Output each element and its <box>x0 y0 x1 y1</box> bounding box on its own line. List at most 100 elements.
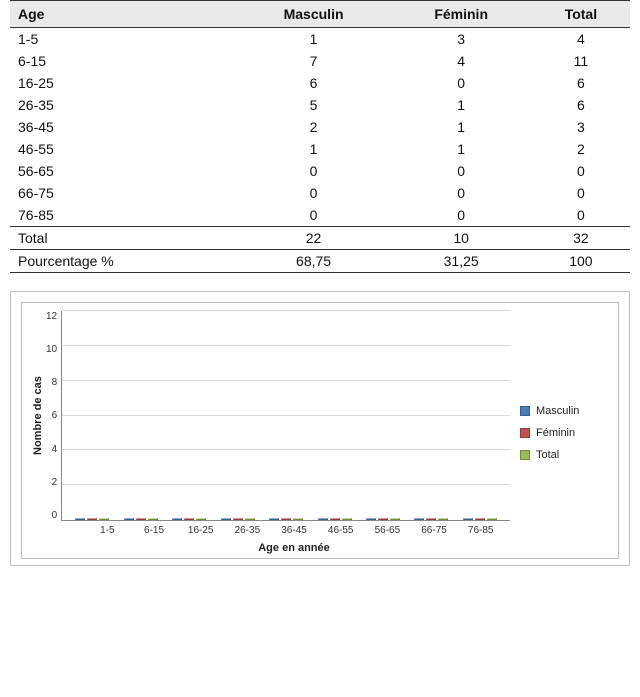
cell-f: 1 <box>391 138 532 160</box>
cell-m: 0 <box>237 182 391 204</box>
bar <box>172 518 182 520</box>
cell-age: 56-65 <box>10 160 237 182</box>
cell-percent-f: 31,25 <box>391 250 532 273</box>
cell-m: 7 <box>237 50 391 72</box>
cell-total: 6 <box>532 94 630 116</box>
bar <box>184 518 194 520</box>
xtick-label: 1-5 <box>84 525 131 536</box>
bar <box>390 518 400 520</box>
cell-f: 0 <box>391 160 532 182</box>
cell-age: 36-45 <box>10 116 237 138</box>
table-total-row: Total221032 <box>10 227 630 250</box>
bar <box>414 518 424 520</box>
col-feminin: Féminin <box>391 1 532 28</box>
bar <box>378 518 388 520</box>
table-row: 6-157411 <box>10 50 630 72</box>
bar <box>136 518 146 520</box>
cell-f: 3 <box>391 28 532 51</box>
bar-group <box>165 518 213 520</box>
bar <box>463 518 473 520</box>
cell-m: 2 <box>237 116 391 138</box>
table-row: 26-35516 <box>10 94 630 116</box>
bar <box>281 518 291 520</box>
ytick-label: 12 <box>46 311 57 322</box>
cell-age: 26-35 <box>10 94 237 116</box>
legend-swatch <box>520 406 530 416</box>
table-row: 36-45213 <box>10 116 630 138</box>
cell-f: 0 <box>391 182 532 204</box>
table-row: 1-5134 <box>10 28 630 51</box>
bar <box>245 518 255 520</box>
cell-age: 46-55 <box>10 138 237 160</box>
ytick-label: 2 <box>46 477 57 488</box>
chart-legend: Masculin Féminin Total <box>520 311 610 554</box>
cell-total: 2 <box>532 138 630 160</box>
ytick-label: 0 <box>46 510 57 521</box>
bar-group <box>213 518 261 520</box>
cell-m: 0 <box>237 160 391 182</box>
bar <box>99 518 109 520</box>
bar <box>293 518 303 520</box>
cell-percent-t: 100 <box>532 250 630 273</box>
ytick-label: 6 <box>46 410 57 421</box>
bar-group <box>262 518 310 520</box>
cell-total-label: Total <box>10 227 237 250</box>
col-age: Age <box>10 1 237 28</box>
legend-item: Masculin <box>520 405 610 417</box>
bar-group <box>359 518 407 520</box>
bar <box>221 518 231 520</box>
bar <box>342 518 352 520</box>
chart-bars <box>62 311 510 520</box>
chart-xlabel: Age en année <box>78 536 510 554</box>
cell-percent-m: 68,75 <box>237 250 391 273</box>
cell-total: 4 <box>532 28 630 51</box>
legend-label: Total <box>536 449 559 461</box>
xtick-label: 26-35 <box>224 525 271 536</box>
xtick-label: 6-15 <box>131 525 178 536</box>
xtick-label: 16-25 <box>177 525 224 536</box>
cell-total: 0 <box>532 182 630 204</box>
cell-total: 0 <box>532 204 630 227</box>
bar <box>196 518 206 520</box>
cell-f: 1 <box>391 116 532 138</box>
cell-f: 1 <box>391 94 532 116</box>
ytick-label: 8 <box>46 377 57 388</box>
cell-percent-label: Pourcentage % <box>10 250 237 273</box>
bar <box>438 518 448 520</box>
bar-group <box>310 518 358 520</box>
bar <box>87 518 97 520</box>
bar-group <box>117 518 165 520</box>
bar-group <box>407 518 455 520</box>
table-row: 66-75000 <box>10 182 630 204</box>
xtick-label: 46-55 <box>317 525 364 536</box>
bar <box>487 518 497 520</box>
bar <box>124 518 134 520</box>
cell-total: 0 <box>532 160 630 182</box>
table-row: 46-55112 <box>10 138 630 160</box>
cell-m: 1 <box>237 28 391 51</box>
legend-label: Féminin <box>536 427 575 439</box>
cell-total-f: 10 <box>391 227 532 250</box>
cell-f: 0 <box>391 72 532 94</box>
chart-xticks: 1-56-1516-2526-3536-4546-5556-6566-7576-… <box>78 521 510 536</box>
cell-total-m: 22 <box>237 227 391 250</box>
bar <box>148 518 158 520</box>
cell-f: 0 <box>391 204 532 227</box>
legend-item: Total <box>520 449 610 461</box>
col-masculin: Masculin <box>237 1 391 28</box>
bar <box>426 518 436 520</box>
cell-total: 6 <box>532 72 630 94</box>
cell-m: 0 <box>237 204 391 227</box>
cell-total-t: 32 <box>532 227 630 250</box>
cell-m: 5 <box>237 94 391 116</box>
cell-age: 1-5 <box>10 28 237 51</box>
xtick-label: 56-65 <box>364 525 411 536</box>
chart-ylabel: Nombre de cas <box>30 311 46 521</box>
bar <box>330 518 340 520</box>
cell-m: 6 <box>237 72 391 94</box>
xtick-label: 36-45 <box>271 525 318 536</box>
cell-f: 4 <box>391 50 532 72</box>
chart-yticks: 121086420 <box>46 311 61 521</box>
bar <box>475 518 485 520</box>
xtick-label: 76-85 <box>457 525 504 536</box>
